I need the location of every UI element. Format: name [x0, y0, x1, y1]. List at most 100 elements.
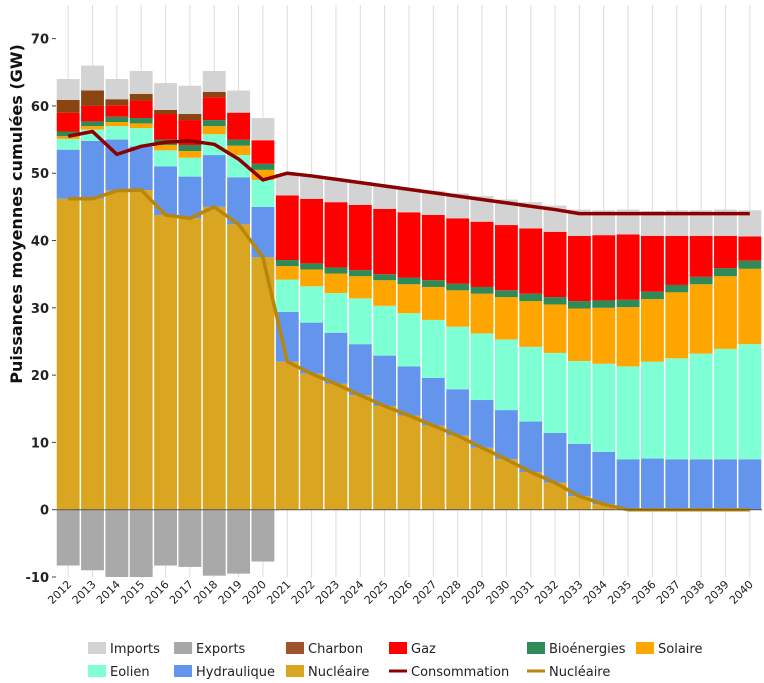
bar-segment-solaire-2032	[543, 304, 567, 353]
legend-label-10: Nucléaire	[549, 665, 610, 680]
bar-segment-exports-2019	[227, 509, 251, 574]
bar-segment-gaz-2036	[641, 235, 664, 292]
bar-segment-nucléaire-2020	[251, 257, 275, 510]
bar-segment-hydraulique-2012	[56, 149, 80, 199]
bar-segment-hydraulique-2035	[616, 459, 640, 510]
bar-segment-bioénergies-2017	[178, 144, 202, 152]
bar-segment-gaz-2015	[129, 100, 153, 119]
bar-segment-bioénergies-2013	[81, 121, 104, 127]
bar-segment-bioénergies-2015	[129, 118, 153, 124]
bar-segment-gaz-2016	[154, 114, 177, 140]
legend-label-3: Gaz	[411, 642, 436, 657]
bar-segment-bioénergies-2030	[494, 290, 518, 298]
bar-segment-gaz-2031	[519, 228, 543, 294]
bar-segment-hydraulique-2025	[373, 355, 397, 407]
bar-segment-eolien-2015	[129, 128, 153, 147]
bar-segment-exports-2017	[178, 509, 202, 567]
bar-segment-eolien-2038	[689, 353, 713, 460]
bar-segment-nucléaire-2023	[324, 383, 348, 510]
bar-segment-solaire-2015	[129, 123, 153, 129]
bar-segment-hydraulique-2020	[251, 206, 275, 258]
bar-segment-solaire-2038	[689, 284, 713, 354]
bar-segment-nucléaire-2032	[543, 482, 567, 510]
bar-segment-bioénergies-2038	[689, 276, 713, 285]
bar-segment-solaire-2012	[56, 136, 80, 139]
bar-segment-hydraulique-2016	[154, 166, 177, 215]
x-tick-label-2022: 2022	[289, 578, 318, 607]
y-axis-title: Puissances moyennes cumulées (GW)	[7, 44, 26, 384]
bar-segment-nucléaire-2014	[105, 190, 129, 510]
bar-segment-gaz-2032	[543, 231, 567, 298]
legend-swatch-0	[88, 642, 106, 654]
y-tick-label-50: 50	[31, 167, 49, 182]
bar-segment-imports-2013	[81, 65, 104, 91]
bar-segment-gaz-2033	[567, 235, 591, 302]
bar-segment-bioénergies-2026	[397, 277, 421, 285]
x-tick-label-2035: 2035	[605, 578, 634, 607]
x-tick-label-2038: 2038	[678, 578, 707, 607]
bar-segment-bioénergies-2040	[738, 260, 762, 269]
bar-segment-gaz-2030	[494, 225, 518, 291]
x-tick-label-2014: 2014	[94, 578, 123, 607]
bar-segment-solaire-2030	[494, 297, 518, 340]
bar-segment-hydraulique-2021	[275, 311, 299, 362]
x-tick-label-2019: 2019	[216, 578, 245, 607]
bar-segment-imports-2029	[470, 196, 494, 222]
bar-segment-bioénergies-2037	[665, 284, 689, 293]
bar-segment-gaz-2039	[714, 235, 737, 269]
bar-segment-nucléaire-2027	[421, 425, 445, 510]
bar-segment-bioénergies-2029	[470, 286, 494, 294]
bar-segment-bioénergies-2024	[348, 270, 372, 277]
x-tick-label-2040: 2040	[727, 578, 756, 607]
x-tick-label-2028: 2028	[435, 578, 464, 607]
bar-segment-solaire-2039	[714, 276, 737, 349]
bar-segment-hydraulique-2040	[738, 459, 762, 510]
x-tick-label-2021: 2021	[264, 578, 293, 607]
legend-swatch-2	[286, 642, 304, 654]
bar-segment-charbon-2017	[178, 114, 202, 121]
bar-segment-hydraulique-2026	[397, 366, 421, 416]
bar-segment-gaz-2012	[56, 112, 80, 132]
bar-segment-solaire-2024	[348, 276, 372, 299]
bar-segment-eolien-2026	[397, 313, 421, 367]
legend-swatch-4	[527, 642, 545, 654]
bar-segment-eolien-2033	[567, 360, 591, 444]
bar-segment-charbon-2015	[129, 93, 153, 101]
bar-segment-gaz-2035	[616, 234, 640, 300]
bar-segment-bioénergies-2018	[202, 120, 226, 127]
bar-segment-solaire-2033	[567, 308, 591, 361]
x-tick-label-2024: 2024	[337, 578, 366, 607]
bar-segment-hydraulique-2033	[567, 443, 591, 497]
bar-segment-imports-2039	[714, 209, 737, 236]
bar-segment-hydraulique-2039	[714, 459, 737, 510]
bar-segment-exports-2016	[154, 509, 177, 566]
bar-segment-bioénergies-2020	[251, 163, 275, 170]
bar-segment-bioénergies-2035	[616, 299, 640, 308]
bar-segment-solaire-2028	[446, 290, 470, 327]
bar-segment-nucléaire-2015	[129, 190, 153, 510]
bar-segment-eolien-2025	[373, 305, 397, 356]
legend-swatch-5	[636, 642, 654, 654]
bar-segment-hydraulique-2030	[494, 410, 518, 460]
x-tick-label-2034: 2034	[581, 578, 610, 607]
bar-segment-gaz-2026	[397, 212, 421, 278]
bar-segment-imports-2037	[665, 210, 689, 236]
bar-segment-nucléaire-2028	[446, 435, 470, 510]
bar-segment-hydraulique-2034	[592, 451, 616, 505]
bar-segment-eolien-2014	[105, 126, 129, 140]
bar-segment-imports-2030	[494, 199, 518, 226]
line-consommation	[67, 129, 750, 216]
legend-swatch-1	[174, 642, 192, 654]
bar-segment-eolien-2036	[641, 361, 664, 459]
bar-segment-charbon-2012	[56, 99, 80, 113]
bar-segment-imports-2012	[56, 79, 80, 100]
bar-segment-eolien-2029	[470, 333, 494, 401]
bar-segment-charbon-2018	[202, 91, 226, 98]
x-tick-label-2027: 2027	[410, 578, 439, 607]
x-tick-label-2033: 2033	[557, 578, 586, 607]
x-tick-label-2018: 2018	[191, 578, 220, 607]
bar-segment-hydraulique-2038	[689, 459, 713, 510]
legend: Imports Exports Charbon Gaz Bioénergies Solai…	[88, 642, 702, 680]
y-tick-label-20: 20	[31, 369, 49, 384]
x-tick-label-2036: 2036	[630, 578, 659, 607]
